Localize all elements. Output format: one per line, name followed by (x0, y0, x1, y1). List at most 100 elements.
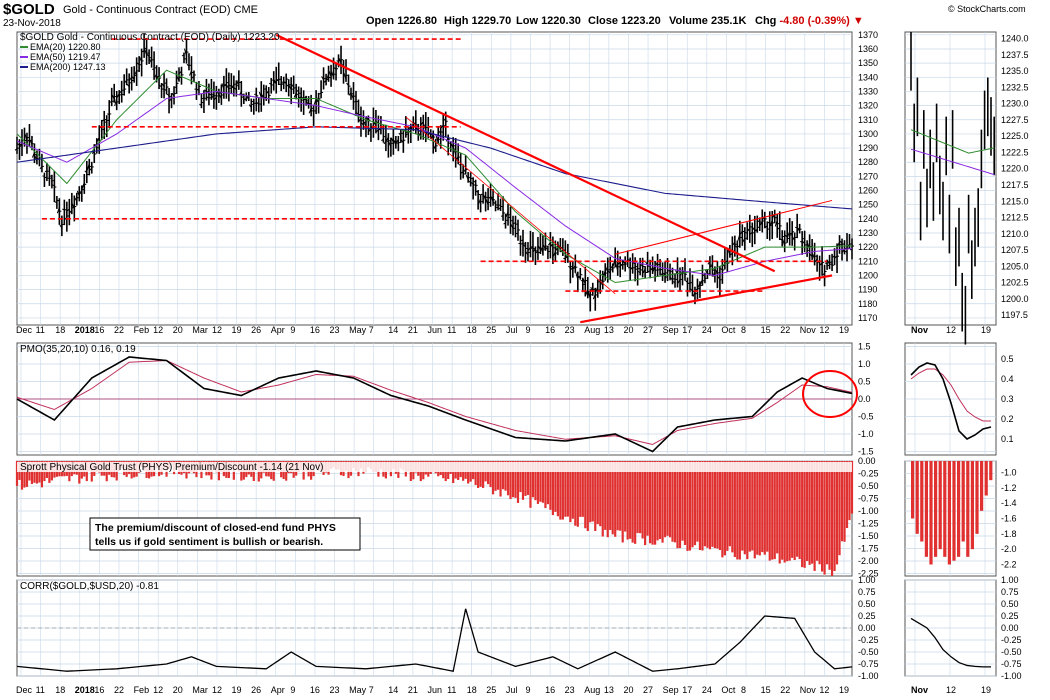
zoom-phys-bar (915, 461, 919, 534)
phys-bar (806, 461, 809, 561)
phys-bar (773, 461, 776, 560)
price-bar-open (508, 216, 511, 219)
phys-bar (786, 461, 789, 562)
zoom-phys-bar (975, 461, 979, 534)
ticker-symbol: $GOLD (3, 1, 55, 18)
phys-bar (477, 461, 480, 488)
x-axis-label-bottom: 12 (819, 685, 829, 695)
price-bar-open (74, 197, 78, 202)
phys-bar (576, 461, 579, 527)
x-axis-label-bottom: 22 (780, 685, 790, 695)
corr-tick-label: 1.00 (858, 575, 876, 585)
x-axis-label: 19 (839, 325, 849, 335)
price-bar-open (824, 262, 828, 265)
ohlc-close: Close 1223.20 (588, 15, 661, 27)
x-axis-label: 13 (604, 325, 614, 335)
price-zoom-tick: 1232.5 (1001, 82, 1029, 92)
phys-bar (658, 461, 662, 540)
price-bar-open (346, 82, 349, 86)
x-axis-label: 9 (525, 325, 530, 335)
phys-bar (833, 461, 836, 572)
phys-tick-label: 0.00 (858, 456, 876, 466)
price-bar-open (692, 292, 696, 297)
phys-bar (718, 461, 721, 551)
phys-bar (506, 461, 510, 496)
price-bar-open (802, 241, 806, 244)
phys-bar (629, 461, 632, 539)
price-bar-open (540, 247, 544, 254)
x-axis-label: 12 (212, 325, 222, 335)
price-zoom-tick: 1237.5 (1001, 50, 1029, 60)
phys-bar (698, 461, 702, 550)
x-axis-label: 27 (643, 325, 653, 335)
x-axis-label-bottom: 9 (290, 685, 295, 695)
phys-zoom-tick: -1.0 (1001, 468, 1017, 478)
zoom-x-label: 12 (946, 325, 956, 335)
phys-bar (763, 461, 766, 555)
phys-bar (671, 461, 674, 542)
price-zoom-tick: 1240.0 (1001, 34, 1029, 44)
zoom-x-label-bottom: 19 (981, 685, 991, 695)
phys-bar (489, 461, 492, 488)
x-axis-label: Sep (663, 325, 679, 335)
price-bar-open (595, 286, 599, 293)
price-bar-open (248, 104, 252, 109)
phys-bar (716, 461, 719, 549)
price-bar-open (759, 221, 763, 226)
price-bar-open (358, 117, 362, 122)
x-axis-label-bottom: Jun (428, 685, 443, 695)
price-bar-open (385, 136, 389, 142)
corr-tick-label: 0.25 (858, 611, 876, 621)
phys-bar (601, 461, 604, 537)
price-bar-open (19, 143, 23, 148)
x-axis-label-bottom: 21 (408, 685, 418, 695)
price-bar-open (834, 255, 838, 259)
price-bar-open (398, 132, 402, 136)
price-tick-label: 1370 (858, 30, 878, 40)
price-bar-open (179, 70, 182, 74)
zoom-phys-bar (943, 461, 947, 557)
price-bar-open (812, 254, 816, 260)
price-bar-open (627, 266, 631, 269)
phys-bar (639, 461, 642, 534)
phys-bar (781, 461, 784, 560)
price-bar-open (17, 143, 20, 146)
price-bar-open (592, 294, 596, 300)
phys-bar (766, 461, 769, 552)
phys-note-box (89, 517, 361, 551)
price-bar-open (258, 91, 262, 98)
phys-bar (482, 461, 485, 488)
zoom-phys-bar (984, 461, 988, 496)
price-bar-open (433, 145, 437, 151)
price-zoom-tick: 1227.5 (1001, 115, 1029, 125)
x-axis-label: 15 (761, 325, 771, 335)
phys-bar (634, 461, 637, 544)
price-tick-label: 1320 (858, 101, 878, 111)
phys-bar (531, 461, 535, 498)
x-axis-label-bottom: 11 (36, 685, 45, 695)
x-axis-label-bottom: 24 (702, 685, 712, 695)
x-axis-label: Aug (584, 325, 600, 335)
phys-bar (619, 461, 622, 531)
price-bar-open (822, 272, 825, 276)
price-zoom-tick: 1212.5 (1001, 213, 1029, 223)
x-axis-label-bottom: 22 (114, 685, 124, 695)
price-bar-open (271, 79, 274, 81)
phys-bar (524, 461, 527, 496)
phys-bar (706, 461, 709, 548)
price-bar-open (164, 88, 167, 92)
phys-bar (756, 461, 759, 555)
phys-tick-label: -2.00 (858, 556, 879, 566)
x-axis-label-bottom: 27 (643, 685, 653, 695)
price-bar-open (665, 271, 668, 274)
phys-bar (818, 461, 821, 565)
price-bar-open (470, 181, 474, 185)
x-axis-label: 20 (173, 325, 183, 335)
phys-note-line1: The premium/discount of closed-end fund … (95, 522, 336, 534)
pmo-zoom-tick: 0.4 (1001, 374, 1014, 384)
corr-panel-title: CORR($GOLD,$USD,20) -0.81 (20, 581, 159, 592)
x-axis-label-bottom: 26 (251, 685, 261, 695)
price-bar-open (288, 85, 292, 91)
phys-bar (584, 461, 587, 529)
